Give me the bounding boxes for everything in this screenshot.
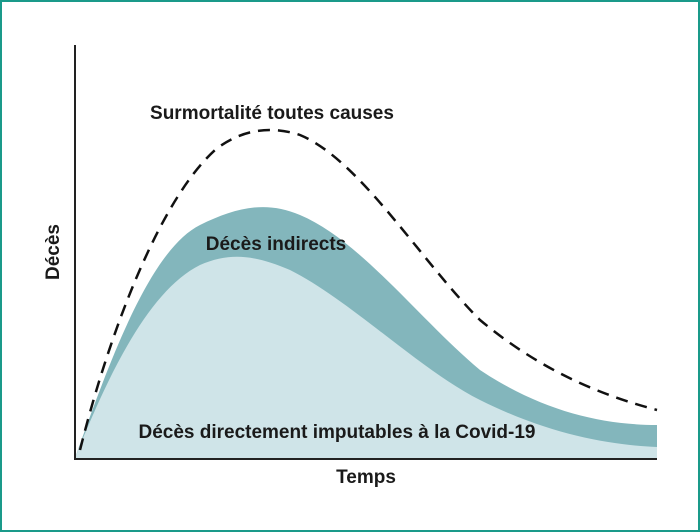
direct-deaths-label: Décès directement imputables à la Covid-… xyxy=(138,422,535,443)
direct-deaths-area xyxy=(75,256,657,458)
y-axis-label: Décès xyxy=(43,224,64,280)
excess-mortality-dashed-curve xyxy=(78,128,658,451)
excess-mortality-label: Surmortalité toutes causes xyxy=(150,103,394,124)
x-axis-label: Temps xyxy=(336,467,396,488)
indirect-deaths-label: Décès indirects xyxy=(206,234,346,255)
